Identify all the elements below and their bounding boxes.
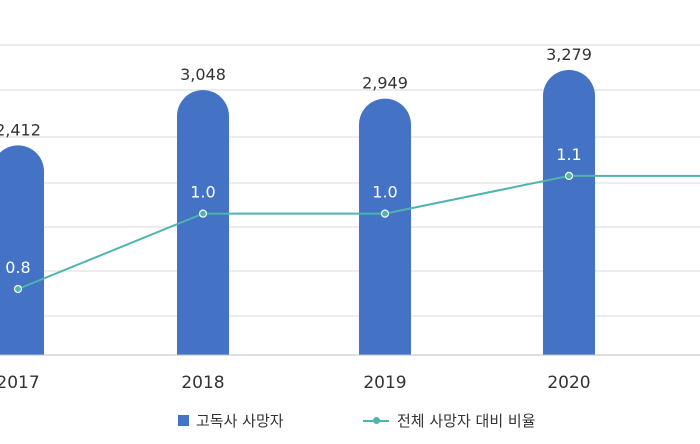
- line-value-label-2018: 1.0: [190, 183, 215, 202]
- x-tick-label-2020: 2020: [547, 373, 590, 393]
- bar-2020: [543, 70, 595, 355]
- legend-swatch-bar: [178, 415, 189, 426]
- legend: 고독사 사망자 전체 사망자 대비 비율: [0, 404, 700, 434]
- bar-2017: [0, 145, 44, 355]
- x-tick-label-2017: 2017: [0, 373, 40, 393]
- line-value-label-2019: 1.0: [372, 183, 397, 202]
- line-point-2020: [564, 171, 574, 180]
- legend-swatch-line: [363, 415, 389, 426]
- bar-value-label-2018: 3,048: [180, 65, 226, 84]
- x-tick-label-2019: 2019: [363, 373, 406, 393]
- line-point-2019: [380, 209, 390, 218]
- x-tick-label-2018: 2018: [181, 373, 224, 393]
- bar-2019: [359, 98, 411, 356]
- bar-value-label-2017: 2,412: [0, 120, 41, 139]
- bar-2018: [177, 90, 229, 356]
- legend-item-line: 전체 사망자 대비 비율: [363, 410, 536, 431]
- legend-label-line: 전체 사망자 대비 비율: [397, 412, 536, 430]
- bar-value-label-2020: 3,279: [546, 45, 592, 64]
- line-point-2017: [13, 284, 23, 294]
- legend-item-bar: 고독사 사망자: [178, 410, 284, 431]
- legend-label-bar: 고독사 사망자: [196, 412, 284, 430]
- line-value-label-2017: 0.8: [5, 258, 30, 277]
- bar-value-label-2019: 2,949: [362, 74, 408, 93]
- line-point-2018: [198, 209, 208, 218]
- line-value-label-2020: 1.1: [556, 145, 581, 164]
